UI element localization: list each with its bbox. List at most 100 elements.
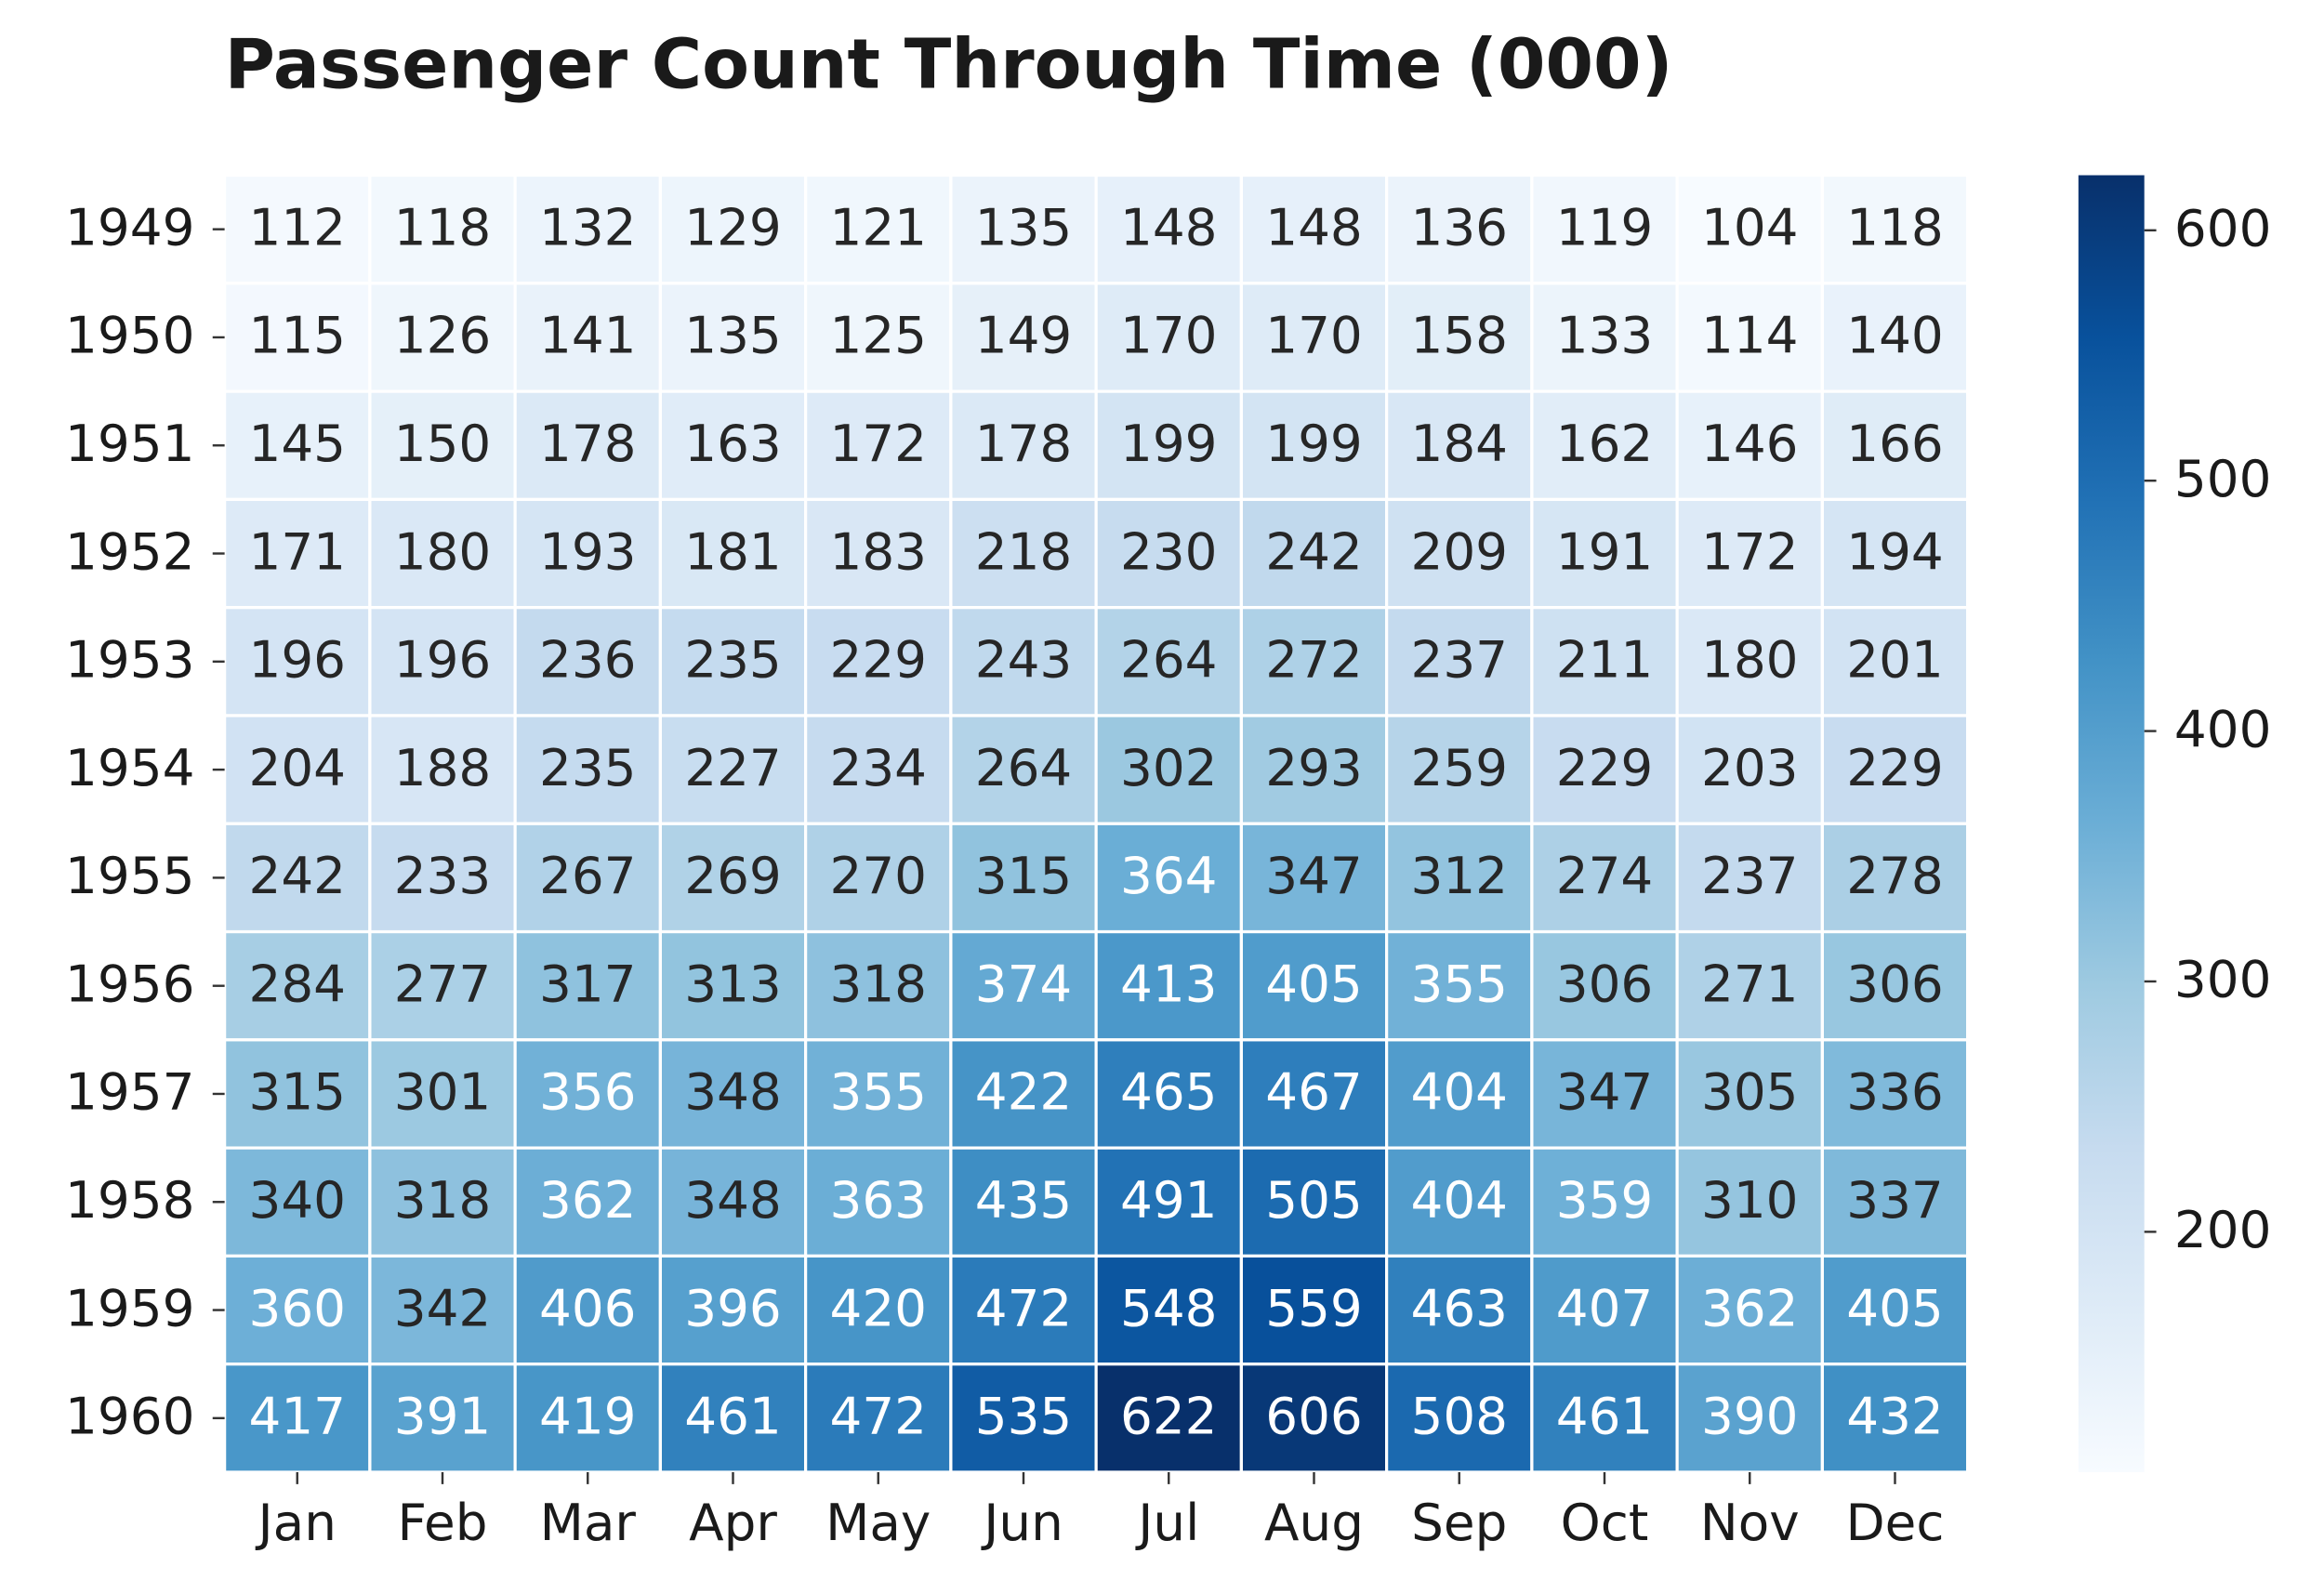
cell-label: 301 bbox=[394, 1062, 492, 1122]
heatmap-cell bbox=[1094, 497, 1243, 610]
cell-label: 148 bbox=[1265, 197, 1363, 257]
heatmap-cell bbox=[368, 1038, 517, 1150]
heatmap-cell bbox=[658, 282, 808, 393]
y-tick-label: 1951 bbox=[65, 414, 194, 473]
cell-label: 236 bbox=[539, 630, 637, 690]
cell-label: 141 bbox=[539, 306, 637, 365]
cell-label: 317 bbox=[539, 954, 637, 1013]
cell-label: 148 bbox=[1120, 197, 1218, 257]
cell-label: 472 bbox=[829, 1387, 927, 1446]
heatmap-cell bbox=[223, 497, 372, 610]
heatmap-cell bbox=[1530, 497, 1679, 610]
cell-label: 508 bbox=[1410, 1387, 1508, 1446]
heatmap-cell bbox=[1675, 497, 1824, 610]
heatmap-cell bbox=[1675, 282, 1824, 393]
heatmap-cell bbox=[223, 714, 372, 825]
heatmap-cell bbox=[1385, 282, 1534, 393]
cell-label: 405 bbox=[1265, 954, 1363, 1013]
heatmap-cell bbox=[1675, 1146, 1824, 1258]
heatmap-cell bbox=[1820, 1038, 1970, 1150]
cell-label: 463 bbox=[1410, 1278, 1508, 1337]
cell-label: 199 bbox=[1120, 414, 1218, 473]
cell-label: 347 bbox=[1556, 1062, 1654, 1122]
cell-label: 149 bbox=[975, 306, 1073, 365]
heatmap-cell bbox=[949, 714, 1098, 825]
x-tick-label: May bbox=[825, 1493, 931, 1552]
cell-label: 119 bbox=[1556, 197, 1654, 257]
cell-label: 264 bbox=[1120, 630, 1218, 690]
cell-label: 435 bbox=[975, 1170, 1073, 1230]
cell-label: 404 bbox=[1410, 1062, 1508, 1122]
cell-label: 396 bbox=[684, 1278, 782, 1337]
cell-label: 465 bbox=[1120, 1062, 1218, 1122]
cell-label: 269 bbox=[684, 846, 782, 905]
cell-label: 133 bbox=[1556, 306, 1654, 365]
cell-label: 340 bbox=[248, 1170, 346, 1230]
cell-label: 235 bbox=[684, 630, 782, 690]
cell-label: 318 bbox=[394, 1170, 492, 1230]
heatmap-cell bbox=[1675, 1038, 1824, 1150]
cell-label: 129 bbox=[684, 197, 782, 257]
cell-label: 405 bbox=[1846, 1278, 1944, 1337]
cell-label: 170 bbox=[1265, 306, 1363, 365]
heatmap-cell bbox=[949, 497, 1098, 610]
heatmap-cell bbox=[1675, 929, 1824, 1042]
heatmap-cell bbox=[658, 1038, 808, 1150]
heatmap-cell bbox=[658, 929, 808, 1042]
cell-label: 115 bbox=[248, 306, 346, 365]
cell-label: 404 bbox=[1410, 1170, 1508, 1230]
cell-label: 183 bbox=[829, 521, 927, 581]
cell-label: 548 bbox=[1120, 1278, 1218, 1337]
cell-label: 172 bbox=[829, 414, 927, 473]
heatmap-cell bbox=[1094, 1254, 1243, 1366]
heatmap-cell bbox=[368, 606, 517, 718]
heatmap-cell bbox=[1675, 606, 1824, 718]
heatmap-cell bbox=[804, 282, 953, 393]
cell-label: 172 bbox=[1701, 521, 1799, 581]
cell-label: 364 bbox=[1120, 846, 1218, 905]
cell-label: 162 bbox=[1556, 414, 1654, 473]
cell-label: 136 bbox=[1410, 197, 1508, 257]
heatmap-cell bbox=[804, 929, 953, 1042]
chart-title: Passenger Count Through Time (000) bbox=[225, 25, 1673, 105]
cell-label: 348 bbox=[684, 1170, 782, 1230]
heatmap-cell bbox=[223, 822, 372, 934]
heatmap-cell bbox=[368, 282, 517, 393]
cell-label: 277 bbox=[394, 954, 492, 1013]
cell-label: 362 bbox=[1701, 1278, 1799, 1337]
heatmap-cell bbox=[804, 606, 953, 718]
heatmap-cell bbox=[1094, 929, 1243, 1042]
cell-label: 125 bbox=[829, 306, 927, 365]
heatmap-cell bbox=[368, 1254, 517, 1366]
cell-label: 284 bbox=[248, 954, 346, 1013]
cell-label: 199 bbox=[1265, 414, 1363, 473]
x-tick-label: Mar bbox=[540, 1493, 637, 1552]
cell-label: 419 bbox=[539, 1387, 637, 1446]
cell-label: 306 bbox=[1846, 954, 1944, 1013]
cell-label: 271 bbox=[1701, 954, 1799, 1013]
cell-label: 235 bbox=[539, 738, 637, 797]
heatmap-cell bbox=[658, 497, 808, 610]
cell-label: 363 bbox=[829, 1170, 927, 1230]
heatmap-cell bbox=[804, 822, 953, 934]
cell-label: 209 bbox=[1410, 521, 1508, 581]
cell-label: 472 bbox=[975, 1278, 1073, 1337]
heatmap-cell bbox=[1094, 1146, 1243, 1258]
heatmap-cell bbox=[513, 822, 662, 934]
cell-label: 118 bbox=[1846, 197, 1944, 257]
heatmap-cell bbox=[1239, 1146, 1389, 1258]
heatmap-cell bbox=[1820, 1146, 1970, 1258]
cell-label: 259 bbox=[1410, 738, 1508, 797]
cell-label: 135 bbox=[684, 306, 782, 365]
cell-label: 336 bbox=[1846, 1062, 1944, 1122]
cell-label: 356 bbox=[539, 1062, 637, 1122]
cell-label: 313 bbox=[684, 954, 782, 1013]
cell-label: 227 bbox=[684, 738, 782, 797]
colorbar-tick-label: 500 bbox=[2174, 449, 2272, 508]
cell-label: 362 bbox=[539, 1170, 637, 1230]
cell-label: 315 bbox=[248, 1062, 346, 1122]
x-tick-label: Nov bbox=[1700, 1493, 1800, 1552]
heatmap-cell bbox=[1530, 822, 1679, 934]
heatmap-cell bbox=[1530, 714, 1679, 825]
